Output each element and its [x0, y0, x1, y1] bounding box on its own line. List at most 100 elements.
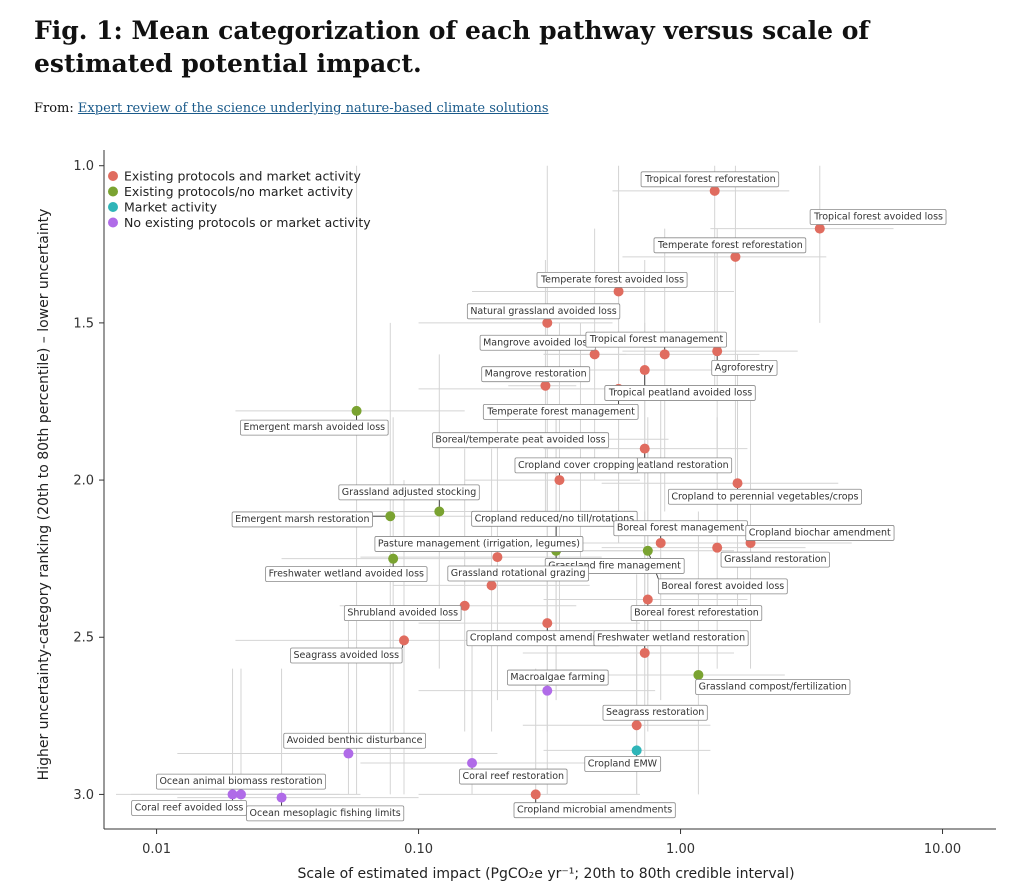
point-label: Pasture management (irrigation, legumes)	[378, 538, 580, 549]
point-label: Freshwater wetland restoration	[597, 633, 745, 644]
point-label-box	[640, 171, 780, 188]
axes-layer: 0.01 0.10 1.00 10.00 1.0 1.5 2.0 2.5 3.0 Scale of…	[36, 150, 996, 882]
point-label: Temperate forest management	[486, 406, 635, 417]
data-point	[542, 618, 553, 629]
y-tick-label: 2.0	[73, 474, 94, 489]
data-point	[730, 251, 741, 262]
point-label-box	[290, 647, 403, 664]
legend-marker	[108, 171, 118, 181]
point-label-box	[343, 605, 462, 621]
legend: Existing protocols and market activityEx…	[108, 169, 371, 230]
point-label: Tropical peatland avoided loss	[608, 388, 752, 399]
data-point	[542, 317, 553, 328]
labels-layer: Tropical forest reforestation Tropical fo…	[131, 171, 947, 822]
point-label: Temperate forest reforestation	[657, 240, 803, 251]
point-label: Freshwater wetland avoided loss	[269, 569, 424, 580]
point-label-box	[809, 209, 947, 225]
point-label: Temperate forest avoided loss	[540, 274, 684, 285]
point-label: Tropical forest management	[589, 334, 724, 345]
x-tick-label: 0.10	[404, 842, 433, 857]
point-label: Boreal forest management	[617, 523, 745, 534]
data-point	[542, 685, 553, 696]
point-label: Grassland rotational grazing	[451, 568, 586, 579]
point-label-box	[459, 768, 568, 785]
point-label: Mangrove restoration	[485, 369, 587, 380]
point-label: Seagrass restoration	[606, 707, 704, 718]
legend-label: Existing protocols/no market activity	[124, 184, 354, 199]
data-point	[467, 757, 478, 768]
point-label: Tropical forest reforestation	[644, 174, 776, 185]
point-label-box	[657, 578, 788, 595]
point-label-box	[481, 366, 591, 383]
point-label: Grassland adjusted stocking	[342, 487, 477, 498]
data-point	[709, 185, 720, 196]
data-point	[712, 542, 723, 553]
point-label-box	[513, 802, 676, 819]
point-label: Grassland compost/fertilization	[699, 681, 847, 692]
data-point	[589, 349, 600, 360]
point-label: Ocean mesoplagic fishing limits	[250, 808, 401, 819]
point-label-box	[507, 669, 609, 686]
point-label-box	[630, 605, 763, 621]
data-point	[642, 545, 653, 556]
point-label: Mangrove avoided loss	[483, 337, 592, 348]
data-point	[486, 580, 497, 591]
point-label: Cropland cover cropping	[518, 460, 635, 471]
point-label: Cropland biochar amendment	[749, 527, 891, 538]
point-label-box	[745, 525, 895, 541]
point-label: Emergent marsh restoration	[235, 514, 369, 525]
point-label-box	[482, 404, 639, 420]
point-label-box	[466, 303, 621, 320]
data-point	[434, 506, 445, 517]
data-point	[639, 443, 650, 454]
point-label-box	[447, 565, 589, 582]
data-point	[235, 789, 246, 800]
point-label-box	[585, 331, 727, 348]
point-label-box	[593, 630, 749, 647]
point-label-box	[265, 566, 428, 583]
point-label: Tropical forest avoided loss	[813, 212, 943, 223]
point-label: Agroforestry	[715, 362, 774, 373]
point-label: Cropland EMW	[588, 758, 658, 769]
legend-label: Existing protocols and market activity	[124, 169, 361, 184]
data-point	[276, 792, 287, 803]
point-label-box	[711, 360, 778, 376]
point-label-box	[653, 237, 807, 254]
from-label: From:	[34, 101, 74, 116]
point-label: Coral reef avoided loss	[135, 802, 244, 813]
point-label-box	[602, 704, 708, 721]
data-point	[655, 537, 666, 548]
point-label: Shrubland avoided loss	[347, 608, 458, 619]
point-label: Emergent marsh avoided loss	[243, 422, 385, 433]
data-point	[659, 349, 670, 360]
point-label: Cropland to perennial vegetables/crops	[671, 491, 858, 502]
y-tick-label: 3.0	[73, 788, 94, 803]
data-point	[642, 594, 653, 605]
y-tick-label: 1.5	[73, 316, 94, 331]
y-axis-title: Higher uncertainty-category ranking (20t…	[36, 209, 52, 781]
point-label-box	[338, 484, 480, 501]
point-label-box	[240, 419, 389, 436]
point-label-box	[604, 385, 756, 401]
point-label: Cropland compost amendment	[470, 633, 618, 644]
legend-marker	[108, 186, 118, 197]
point-label: Peatland restoration	[632, 460, 728, 471]
figure-title: Fig. 1: Mean categorization of each path…	[34, 16, 870, 78]
point-label-box	[514, 457, 638, 474]
x-tick-label: 10.00	[924, 842, 961, 857]
source-article-link[interactable]: Expert review of the science underlying …	[77, 101, 549, 116]
data-point	[388, 553, 399, 564]
point-label-box	[156, 773, 326, 790]
point-label-box	[283, 732, 426, 749]
point-label: Grassland restoration	[724, 554, 826, 565]
point-label-box	[584, 756, 662, 772]
source-line: From: Expert review of the science under…	[34, 101, 549, 116]
data-point	[639, 365, 650, 376]
x-tick-label: 0.01	[142, 842, 171, 857]
y-tick-label: 2.5	[73, 631, 94, 646]
point-label: Cropland reduced/no till/rotations	[475, 513, 635, 524]
point-label-box	[471, 510, 638, 527]
data-point	[631, 720, 642, 731]
data-point	[540, 380, 551, 391]
